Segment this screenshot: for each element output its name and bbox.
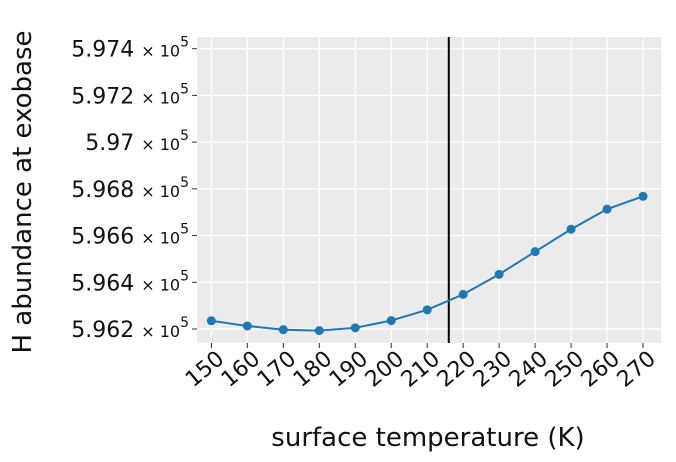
data-point-220 bbox=[458, 289, 468, 299]
series-layer bbox=[206, 191, 648, 336]
data-point-170 bbox=[278, 325, 288, 335]
data-point-200 bbox=[386, 316, 396, 326]
y-tick-label-1: 5.964 × 105 bbox=[71, 268, 189, 296]
x-tick-label-12: 270 bbox=[613, 346, 661, 392]
y-tick-label-6: 5.974 × 105 bbox=[71, 35, 189, 63]
y-tick-label-0: 5.962 × 105 bbox=[71, 315, 189, 343]
y-axis-label: H abundance at exobase bbox=[8, 30, 38, 353]
plot-background bbox=[197, 37, 661, 343]
gridlines bbox=[197, 37, 661, 343]
data-point-150 bbox=[206, 316, 216, 326]
data-point-210 bbox=[422, 305, 432, 315]
y-tick-label-5: 5.972 × 105 bbox=[71, 81, 189, 109]
data-point-270 bbox=[638, 191, 648, 201]
data-point-230 bbox=[494, 269, 504, 279]
data-point-240 bbox=[530, 247, 540, 257]
y-tick-label-3: 5.968 × 105 bbox=[71, 175, 189, 203]
y-tick-label-2: 5.966 × 105 bbox=[71, 222, 189, 250]
data-point-160 bbox=[242, 321, 252, 331]
y-tick-label-4: 5.97 × 105 bbox=[85, 128, 189, 156]
data-point-190 bbox=[350, 323, 360, 333]
data-point-180 bbox=[314, 326, 324, 336]
x-axis-label: surface temperature (K) bbox=[271, 423, 584, 453]
data-point-260 bbox=[602, 204, 612, 214]
y-tick-labels: 5.962 × 105 5.964 × 105 5.966 × 105 5.968 ×… bbox=[71, 35, 197, 343]
data-point-250 bbox=[566, 224, 576, 234]
